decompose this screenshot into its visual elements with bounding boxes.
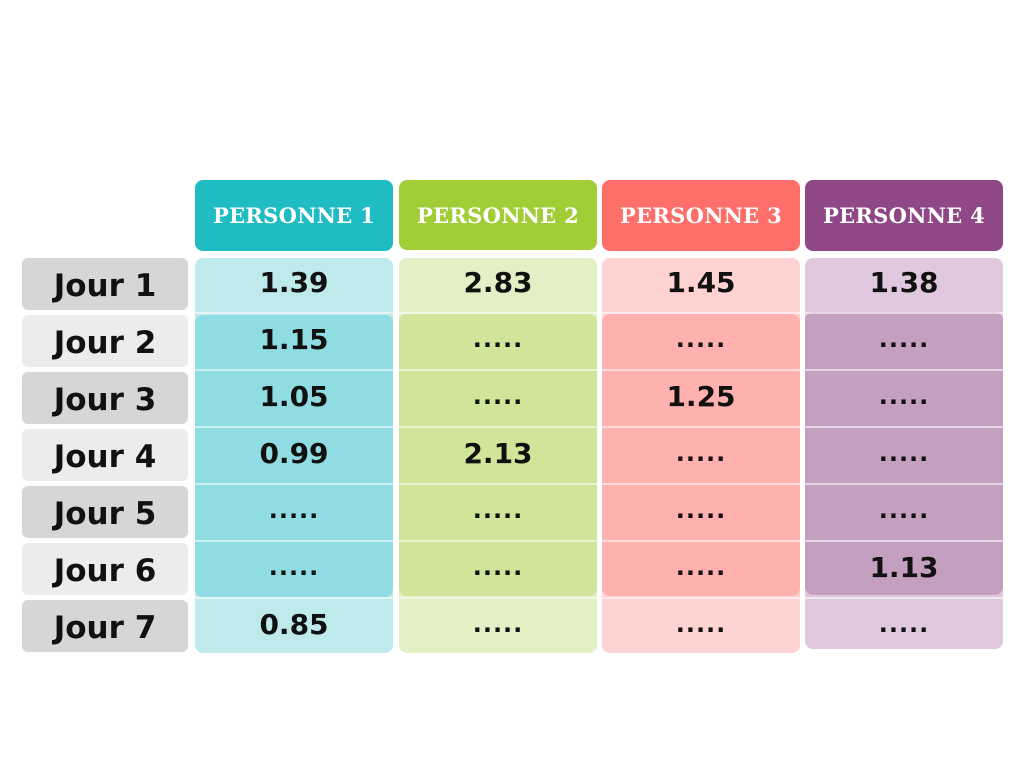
cell-jour-7-personne-2: .....	[472, 610, 524, 638]
row-label-jour-3: Jour 3	[22, 372, 188, 424]
cell-jour-3-personne-2: .....	[472, 382, 524, 410]
header-personne-3: PERSONNE 3	[602, 180, 800, 251]
cell-jour-1-personne-1: 1.39	[259, 265, 329, 299]
row-separator	[195, 483, 393, 485]
row-separator	[399, 540, 597, 542]
row-separator	[195, 540, 393, 542]
header-personne-2: PERSONNE 2	[399, 180, 597, 250]
row-separator	[602, 312, 800, 314]
row-separator	[195, 369, 393, 371]
cell-jour-5-personne-3: .....	[675, 496, 727, 524]
column-highlight-personne-4	[805, 312, 1003, 595]
row-separator	[602, 426, 800, 428]
row-label-jour-5: Jour 5	[22, 486, 188, 538]
row-separator	[399, 369, 597, 371]
row-label-jour-7: Jour 7	[22, 600, 188, 652]
row-separator	[602, 483, 800, 485]
row-separator	[602, 369, 800, 371]
cell-jour-2-personne-2: .....	[472, 325, 524, 353]
cell-jour-3-personne-4: .....	[878, 382, 930, 410]
column-highlight-personne-1	[195, 315, 393, 597]
row-separator	[195, 597, 393, 599]
cell-jour-6-personne-2: .....	[472, 553, 524, 581]
row-separator	[195, 426, 393, 428]
row-separator	[805, 369, 1003, 371]
row-separator	[399, 483, 597, 485]
row-separator	[805, 483, 1003, 485]
cell-jour-3-personne-1: 1.05	[259, 379, 329, 413]
cell-jour-2-personne-3: .....	[675, 325, 727, 353]
cell-jour-6-personne-4: 1.13	[869, 550, 939, 584]
cell-jour-4-personne-4: .....	[878, 439, 930, 467]
cell-jour-6-personne-3: .....	[675, 553, 727, 581]
cell-jour-1-personne-4: 1.38	[869, 265, 939, 299]
cell-jour-4-personne-2: 2.13	[463, 436, 533, 470]
column-highlight-personne-2	[399, 314, 597, 596]
header-personne-4: PERSONNE 4	[805, 180, 1003, 251]
cell-jour-5-personne-4: .....	[878, 496, 930, 524]
cell-jour-7-personne-1: 0.85	[259, 607, 329, 641]
cell-jour-1-personne-3: 1.45	[666, 265, 736, 299]
row-separator	[602, 597, 800, 599]
cell-jour-1-personne-2: 2.83	[463, 265, 533, 299]
row-separator	[399, 597, 597, 599]
header-personne-1: PERSONNE 1	[195, 180, 393, 251]
row-separator	[399, 312, 597, 314]
cell-jour-2-personne-4: .....	[878, 325, 930, 353]
cell-jour-6-personne-1: .....	[268, 553, 320, 581]
row-separator	[602, 540, 800, 542]
row-separator	[805, 312, 1003, 314]
cell-jour-7-personne-4: .....	[878, 610, 930, 638]
row-label-jour-2: Jour 2	[22, 315, 188, 367]
row-separator	[399, 426, 597, 428]
cell-jour-7-personne-3: .....	[675, 610, 727, 638]
cell-jour-4-personne-3: .....	[675, 439, 727, 467]
cell-jour-4-personne-1: 0.99	[259, 436, 329, 470]
row-separator	[805, 426, 1003, 428]
row-label-jour-4: Jour 4	[22, 429, 188, 481]
cell-jour-5-personne-1: .....	[268, 496, 320, 524]
cell-jour-3-personne-3: 1.25	[666, 379, 736, 413]
row-separator	[805, 540, 1003, 542]
row-separator	[195, 312, 393, 314]
column-highlight-personne-3	[602, 314, 800, 596]
row-label-jour-6: Jour 6	[22, 543, 188, 595]
cell-jour-2-personne-1: 1.15	[259, 322, 329, 356]
row-label-jour-1: Jour 1	[22, 258, 188, 310]
row-separator	[805, 597, 1003, 599]
cell-jour-5-personne-2: .....	[472, 496, 524, 524]
